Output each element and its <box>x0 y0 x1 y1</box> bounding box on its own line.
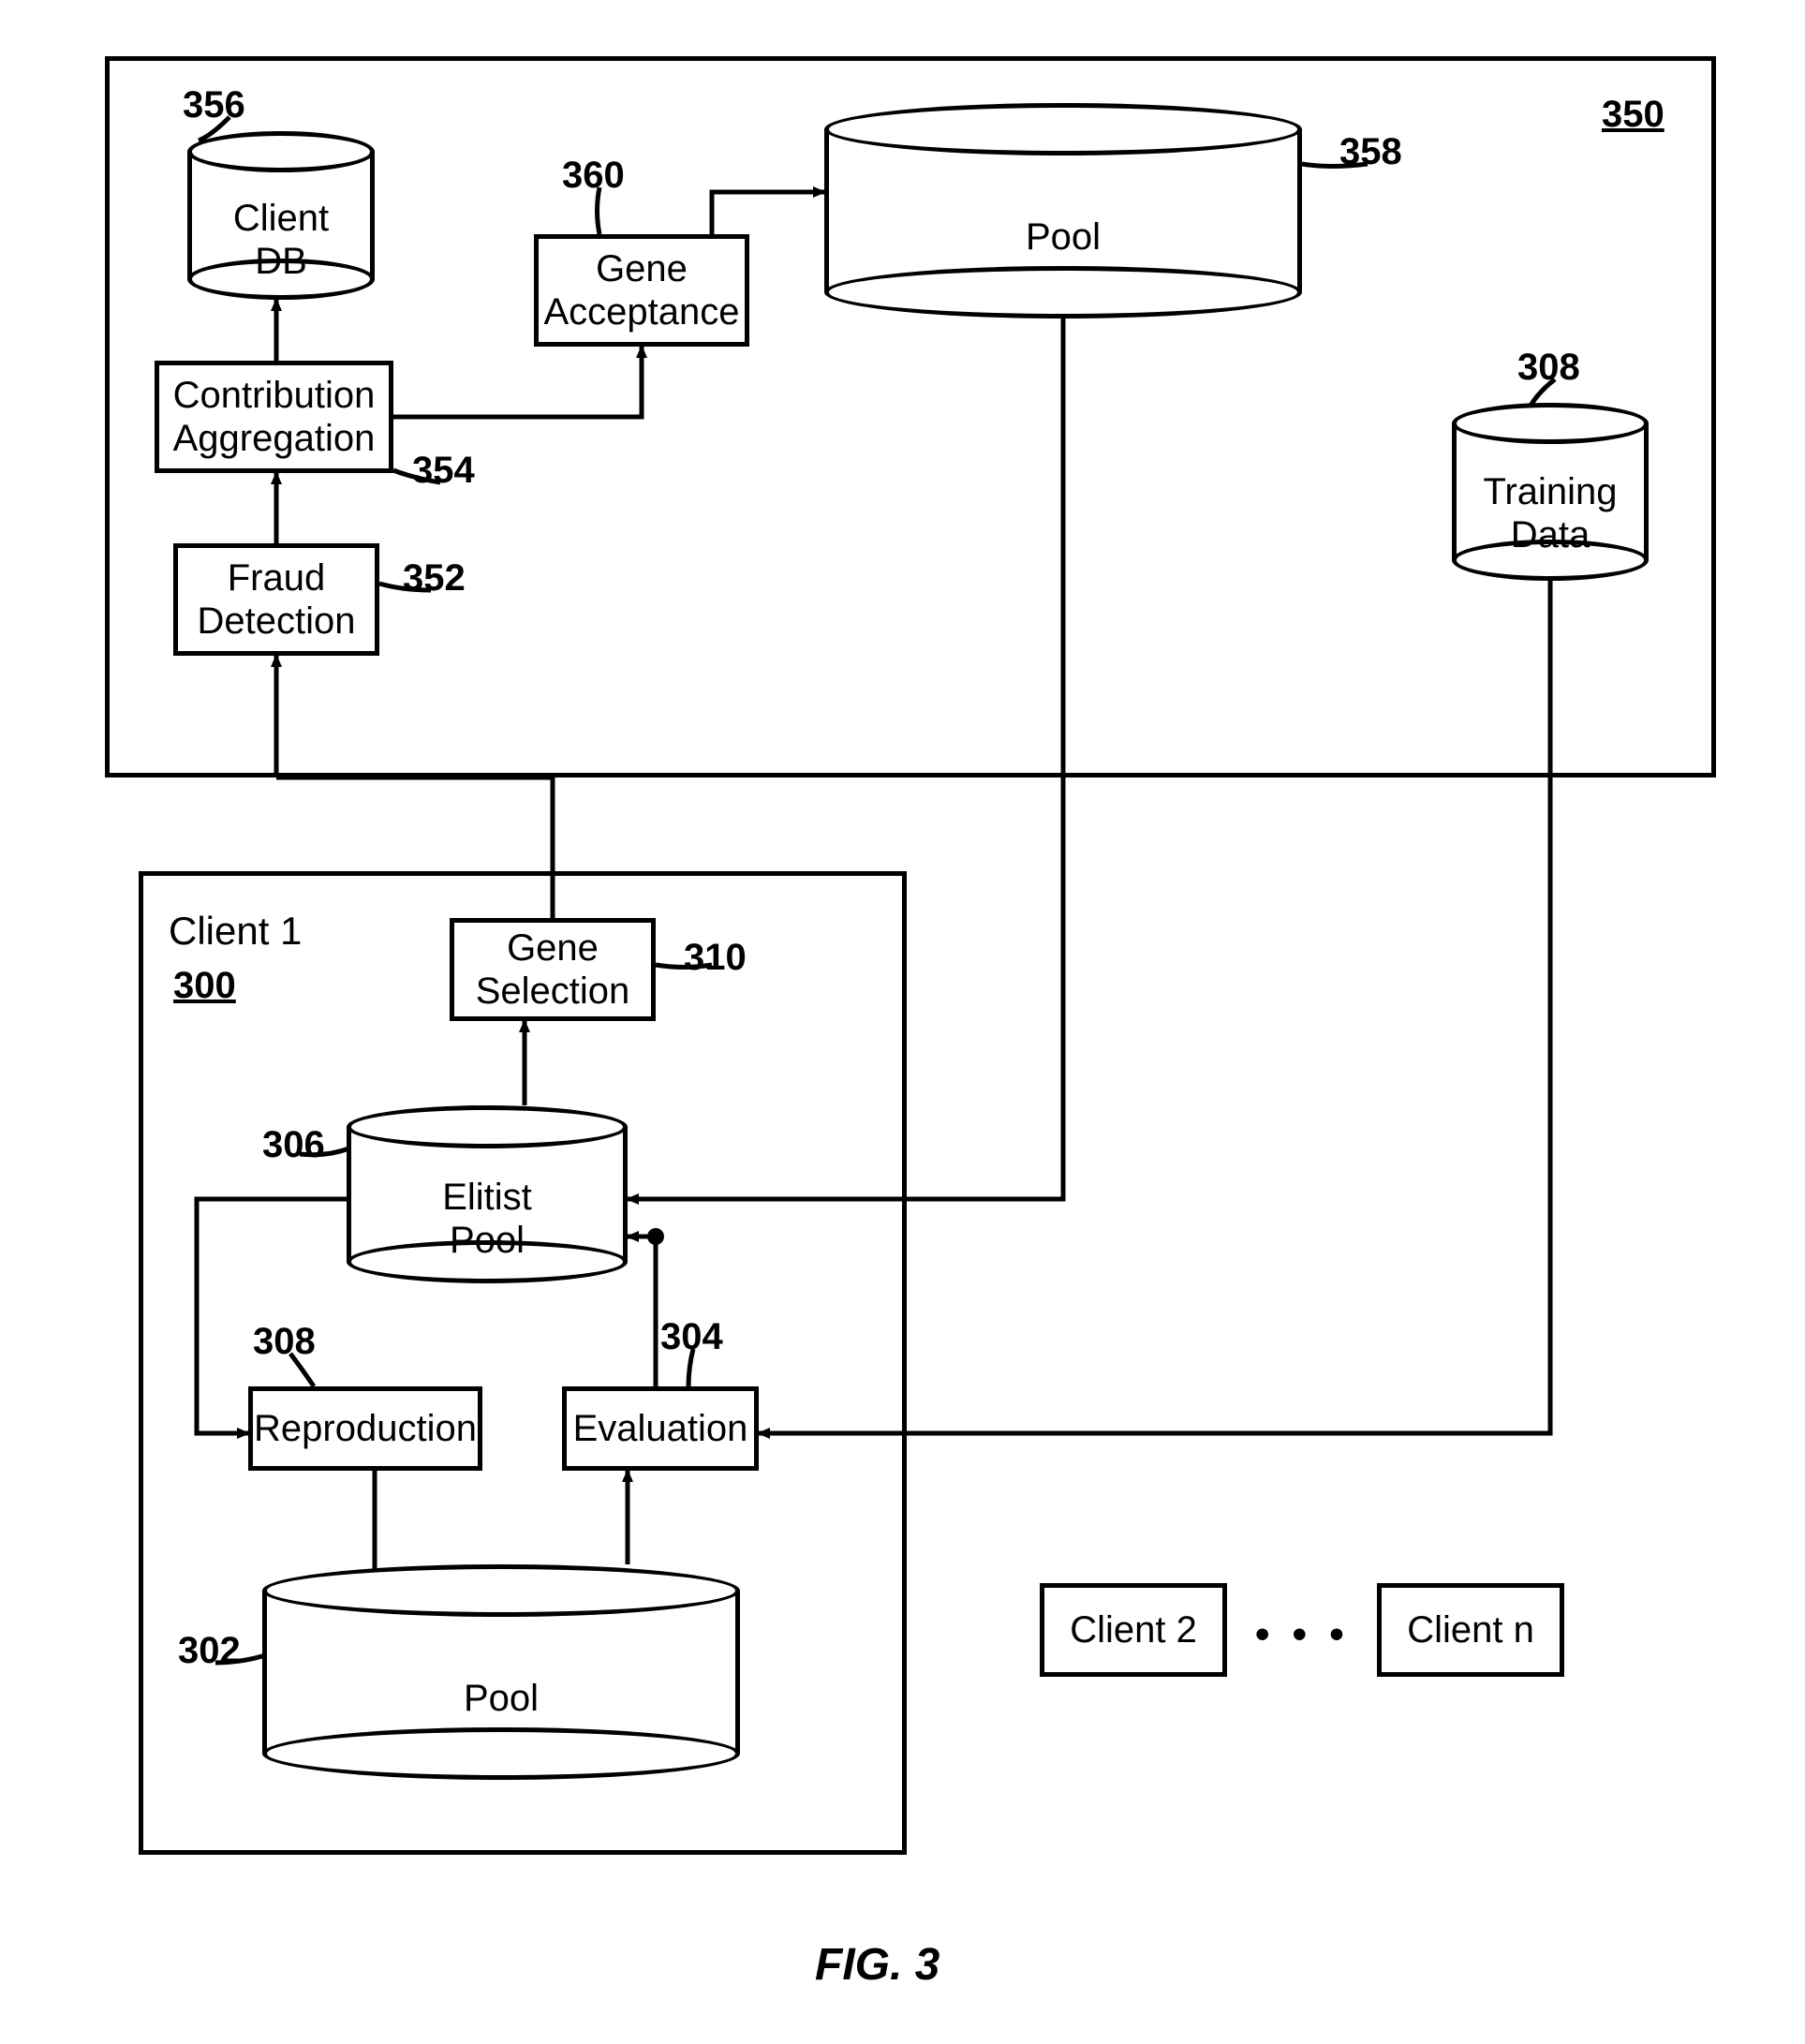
cylinder-training-data: TrainingData <box>1452 403 1649 581</box>
ref-356: 356 <box>183 84 245 126</box>
cylinder-server-pool: Pool <box>824 103 1302 318</box>
ref-302: 302 <box>178 1630 241 1672</box>
box-clientn: Client n <box>1377 1583 1564 1677</box>
ref-352: 352 <box>403 557 466 600</box>
ref-306: 306 <box>262 1124 325 1166</box>
box-contribution-aggregation: ContributionAggregation <box>155 361 393 473</box>
ref-310: 310 <box>684 937 747 979</box>
ref-304: 304 <box>660 1316 723 1358</box>
cylinder-client-db: ClientDB <box>187 131 375 300</box>
box-gene-selection: GeneSelection <box>450 918 656 1021</box>
diagram-canvas: 350 Client 1 300 <box>0 0 1805 2044</box>
cylinder-elitist-pool: ElitistPool <box>347 1105 628 1283</box>
box-fraud-detection: FraudDetection <box>173 543 379 656</box>
box-reproduction: Reproduction <box>248 1386 482 1471</box>
ref-308-repro: 308 <box>253 1321 316 1363</box>
figure-caption: FIG. 3 <box>815 1939 939 1991</box>
box-gene-acceptance: GeneAcceptance <box>534 234 749 347</box>
ref-354: 354 <box>412 450 475 492</box>
ref-308-training: 308 <box>1517 347 1580 389</box>
ref-360: 360 <box>562 155 625 197</box>
ellipsis-dots: • • • <box>1255 1611 1350 1658</box>
ref-358: 358 <box>1339 131 1402 173</box>
box-evaluation: Evaluation <box>562 1386 759 1471</box>
box-client2: Client 2 <box>1040 1583 1227 1677</box>
cylinder-client-pool: Pool <box>262 1564 740 1780</box>
